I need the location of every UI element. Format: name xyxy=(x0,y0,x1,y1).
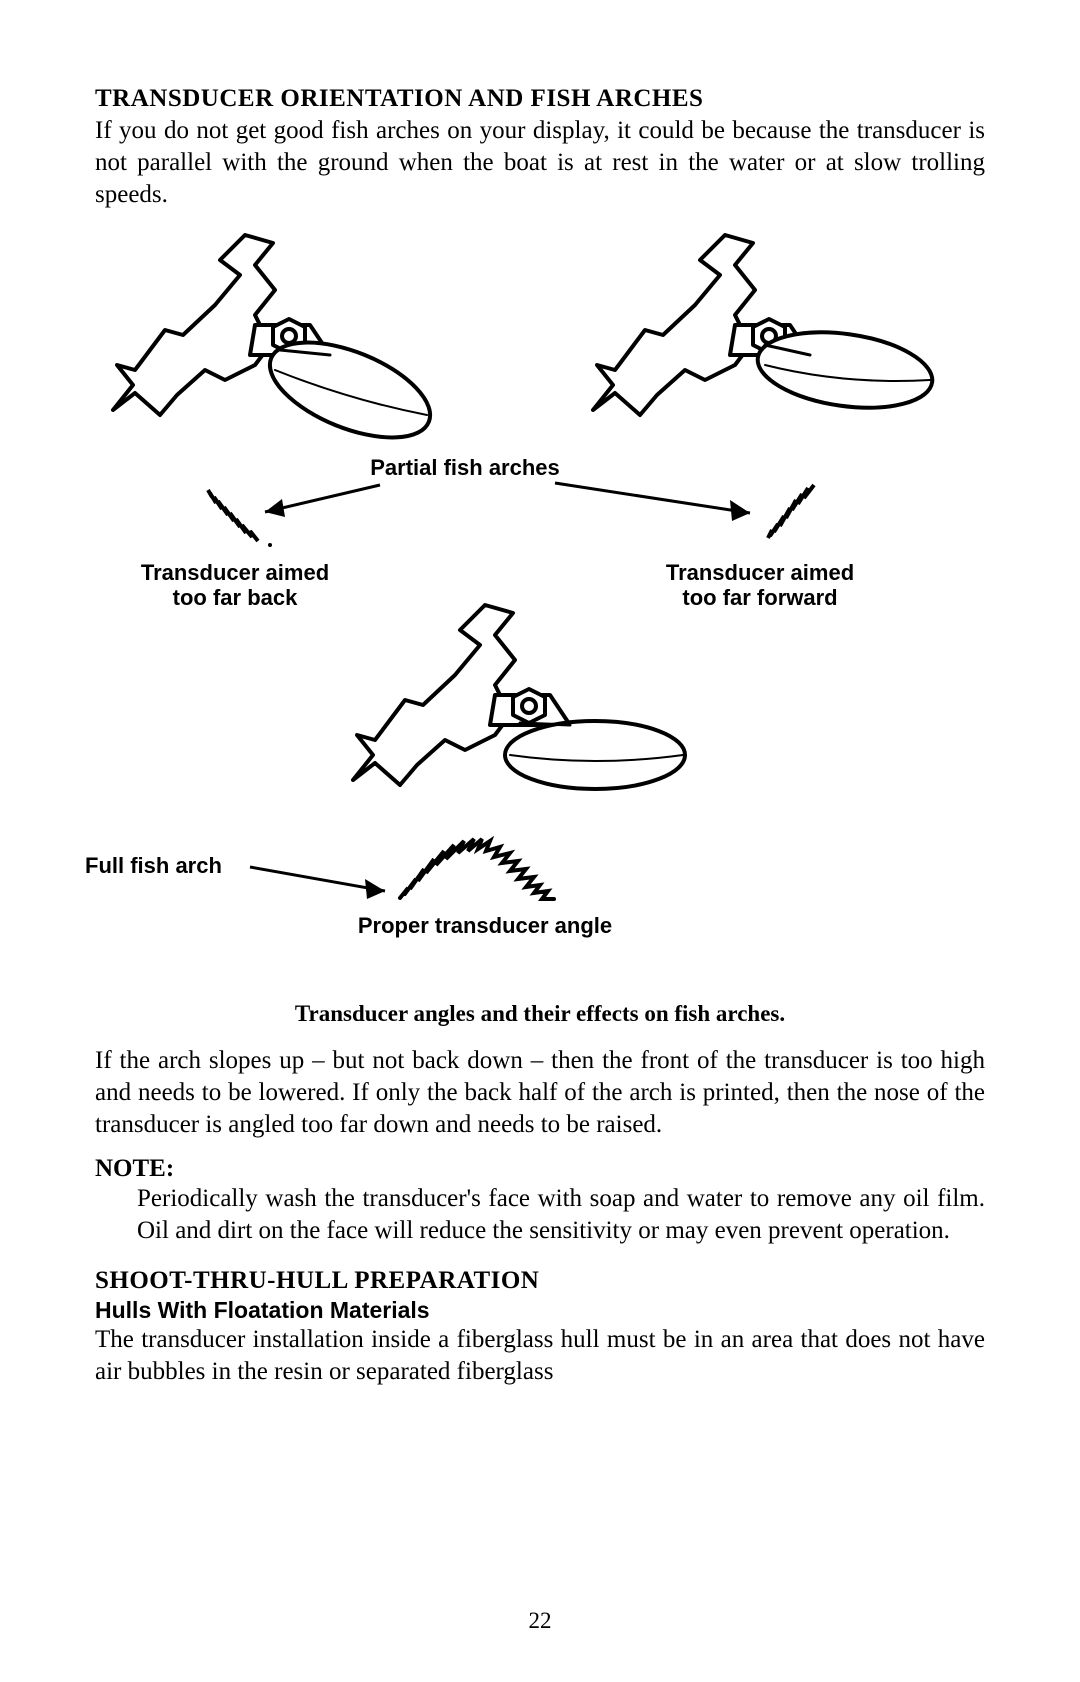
caption-aimed-back-l2: too far back xyxy=(173,585,298,610)
caption-aimed-back: Transducer aimed too far back xyxy=(115,560,355,611)
label-full-fish-arch: Full fish arch xyxy=(85,853,255,878)
note-body: Periodically wash the transducer's face … xyxy=(95,1183,985,1247)
label-proper-angle: Proper transducer angle xyxy=(335,913,635,938)
arrow-to-right-arch xyxy=(550,475,780,535)
partial-arch-right xyxy=(760,480,840,550)
caption-aimed-back-l1: Transducer aimed xyxy=(141,560,329,585)
heading-shoot-thru-hull: SHOOT-THRU-HULL PREPARATION xyxy=(95,1267,985,1295)
note-heading: NOTE: xyxy=(95,1155,985,1183)
figure-caption: Transducer angles and their effects on f… xyxy=(95,1001,985,1027)
figure-transducer-angles: Partial fish arches Transducer aimed xyxy=(95,225,985,995)
partial-arch-left xyxy=(200,485,290,555)
page-number: 22 xyxy=(0,1608,1080,1634)
diagram-transducer-back xyxy=(105,225,465,455)
paragraph-hull-install: The transducer installation inside a fib… xyxy=(95,1324,985,1388)
diagram-transducer-proper xyxy=(345,595,705,835)
heading-transducer-orientation: TRANSDUCER ORIENTATION AND FISH ARCHES xyxy=(95,85,985,113)
diagram-transducer-forward xyxy=(585,225,945,455)
full-arch xyxy=(390,833,570,913)
caption-aimed-forward-l2: too far forward xyxy=(682,585,837,610)
subheading-hulls-floatation: Hulls With Floatation Materials xyxy=(95,1297,985,1324)
paragraph-intro: If you do not get good fish arches on yo… xyxy=(95,115,985,211)
paragraph-arch-explanation: If the arch slopes up – but not back dow… xyxy=(95,1045,985,1141)
caption-aimed-forward-l1: Transducer aimed xyxy=(666,560,854,585)
document-page: TRANSDUCER ORIENTATION AND FISH ARCHES I… xyxy=(0,0,1080,1682)
